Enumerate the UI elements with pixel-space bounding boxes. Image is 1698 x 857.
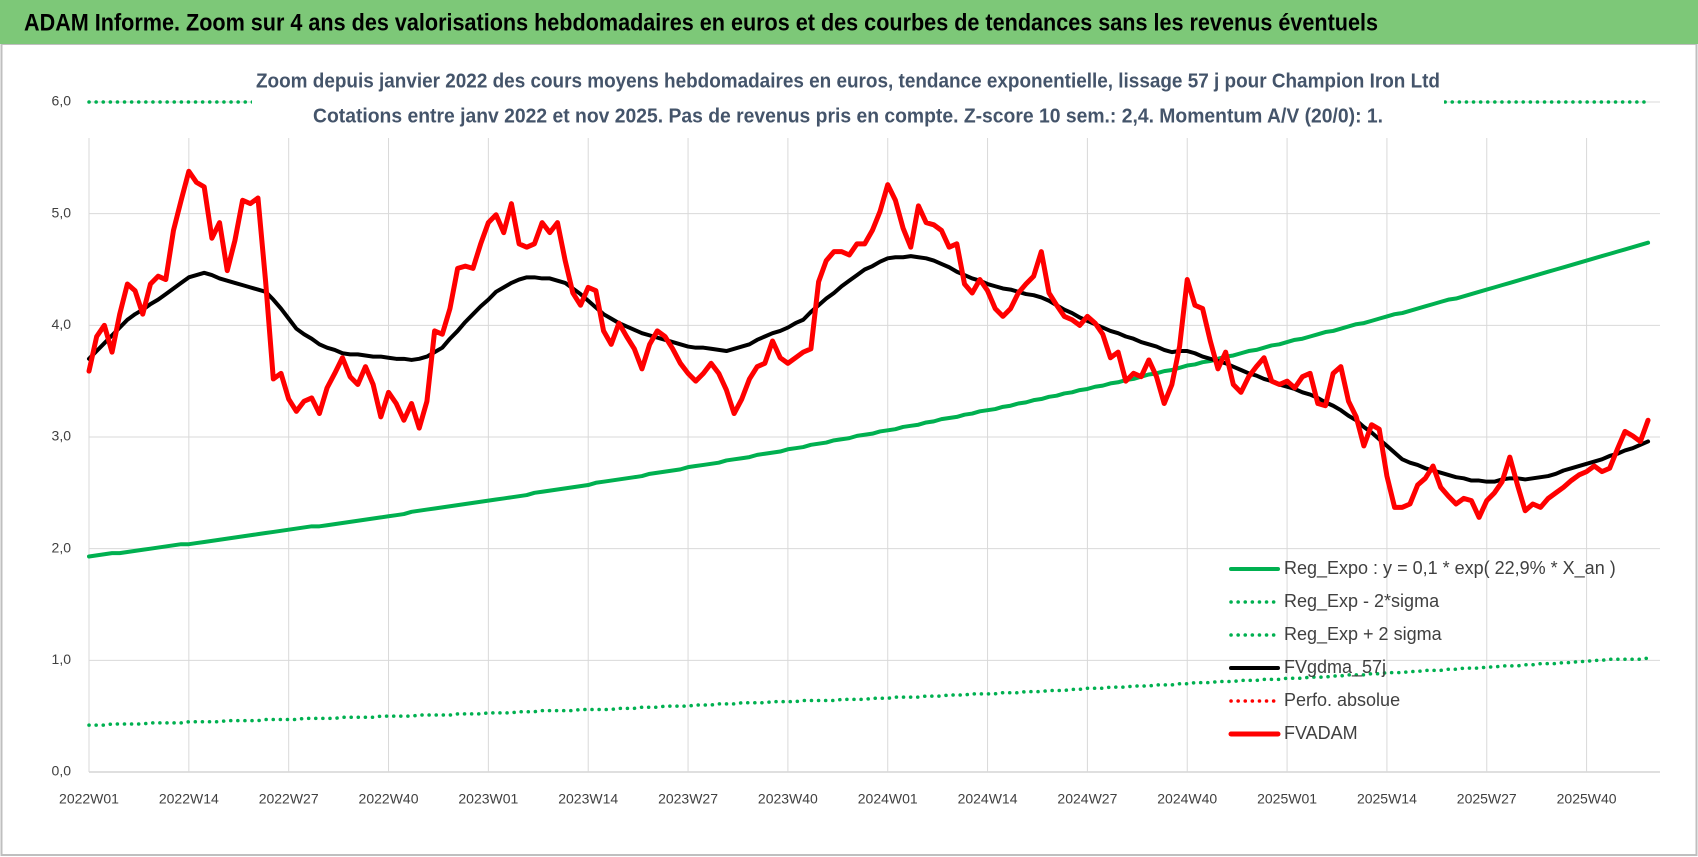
title-background [252,64,1444,134]
x-tick-label: 2025W40 [1557,791,1617,807]
y-tick-label: 4,0 [52,316,72,332]
series-line [86,168,1651,520]
legend-label: Reg_Exp - 2*sigma [1284,591,1440,612]
y-tick-label: 5,0 [52,204,72,220]
x-tick-label: 2022W40 [359,791,419,807]
chart-subtitle: Cotations entre janv 2022 et nov 2025. P… [313,105,1383,127]
legend-label: FVgdma_57j [1284,657,1386,678]
x-tick-label: 2024W14 [958,791,1018,807]
y-tick-label: 0,0 [52,763,72,779]
y-tick-label: 1,0 [52,651,72,667]
y-tick-label: 6,0 [52,93,72,109]
y-tick-label: 2,0 [52,539,72,555]
legend-label: Reg_Expo : y = 0,1 * exp( 22,9% * X_an ) [1284,558,1616,579]
legend-label: Perfo. absolue [1284,690,1400,710]
x-tick-label: 2022W01 [59,791,119,807]
y-tick-label: 3,0 [52,428,72,444]
legend-label: FVADAM [1284,723,1358,743]
x-tick-label: 2023W14 [558,791,618,807]
series-line [87,656,1650,727]
legend-label: Reg_Exp + 2 sigma [1284,624,1443,645]
x-tick-label: 2022W14 [159,791,219,807]
legend: Reg_Expo : y = 0,1 * exp( 22,9% * X_an )… [1228,558,1616,743]
series-line [87,240,1651,559]
header-title: ADAM Informe. Zoom sur 4 ans des valoris… [24,9,1378,36]
x-tick-label: 2022W27 [259,791,319,807]
x-tick-label: 2025W01 [1257,791,1317,807]
chart-title: Zoom depuis janvier 2022 des cours moyen… [256,70,1440,92]
x-tick-label: 2023W40 [758,791,818,807]
x-tick-label: 2024W40 [1157,791,1217,807]
x-tick-label: 2023W01 [458,791,518,807]
series-line [87,254,1651,484]
x-tick-label: 2025W27 [1457,791,1517,807]
header-band [0,0,1698,44]
x-tick-label: 2024W01 [858,791,918,807]
x-tick-label: 2025W14 [1357,791,1417,807]
x-tick-label: 2023W27 [658,791,718,807]
x-tick-label: 2024W27 [1057,791,1117,807]
